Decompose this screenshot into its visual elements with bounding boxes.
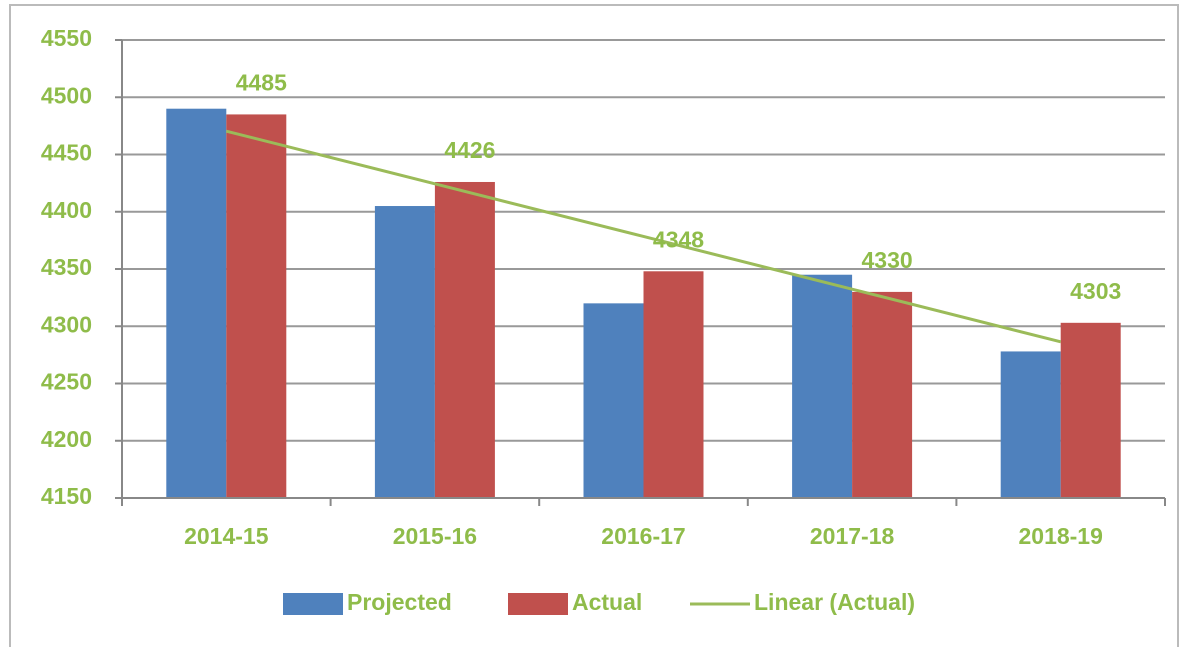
- y-tick-label: 4500: [41, 82, 92, 108]
- bar: [434, 181, 495, 499]
- x-tick-label: 2015-16: [393, 523, 477, 549]
- x-tick-label: 2018-19: [1018, 523, 1102, 549]
- y-tick-label: 4450: [41, 140, 92, 166]
- legend-swatch: [508, 593, 568, 615]
- data-label: 4330: [862, 247, 913, 273]
- trend-line: [225, 129, 1062, 344]
- y-tick-label: 4350: [41, 254, 92, 280]
- bar: [1000, 351, 1061, 498]
- bar: [1060, 322, 1121, 498]
- legend-label: Actual: [572, 589, 642, 615]
- bar: [226, 114, 287, 499]
- bar: [852, 291, 913, 498]
- y-tick-label: 4550: [41, 25, 92, 51]
- data-label: 4426: [444, 137, 495, 163]
- x-tick-label: 2014-15: [184, 523, 269, 549]
- y-tick-label: 4400: [41, 197, 92, 223]
- chart-border: [9, 4, 1179, 647]
- x-tick-label: 2017-18: [810, 523, 895, 549]
- legend-label: Projected: [347, 589, 452, 615]
- data-label: 4303: [1070, 278, 1121, 304]
- bar: [583, 303, 644, 498]
- legend-label: Linear (Actual): [754, 589, 915, 615]
- y-tick-label: 4300: [41, 311, 92, 337]
- bar: [374, 206, 435, 498]
- data-label: 4485: [236, 70, 287, 96]
- bar: [643, 271, 704, 498]
- bar: [792, 274, 853, 498]
- bar: [166, 108, 227, 498]
- legend-swatch: [283, 593, 343, 615]
- y-tick-label: 4150: [41, 483, 92, 509]
- y-tick-label: 4250: [41, 369, 92, 395]
- y-tick-label: 4200: [41, 426, 92, 452]
- data-label: 4348: [653, 226, 704, 252]
- x-tick-label: 2016-17: [601, 523, 685, 549]
